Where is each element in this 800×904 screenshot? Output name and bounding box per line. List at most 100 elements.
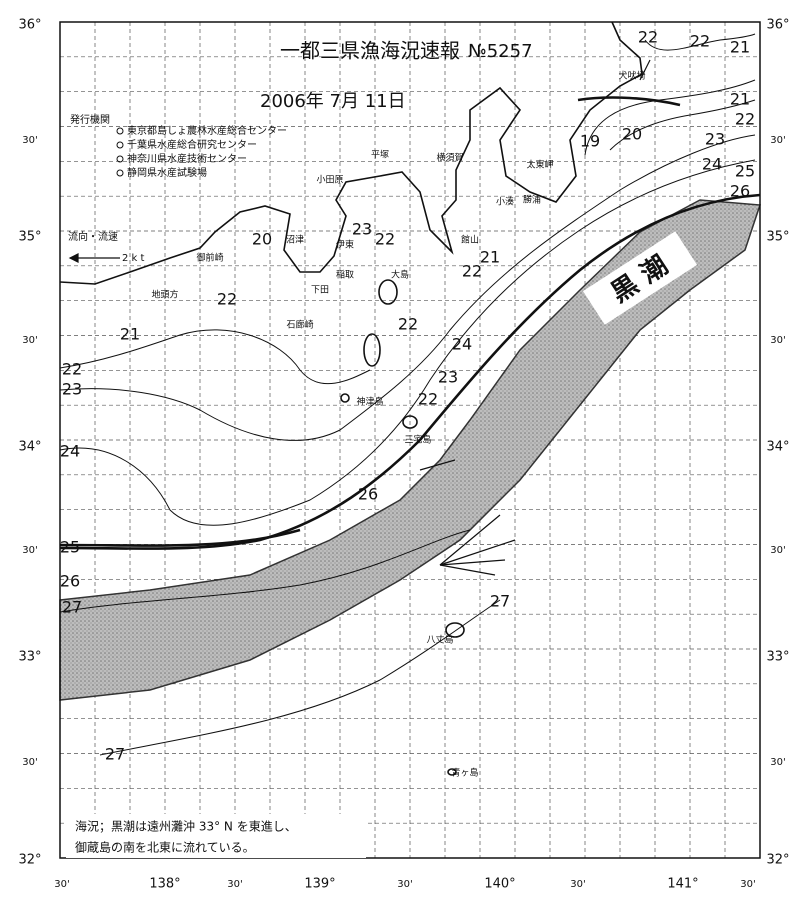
place-name: 犬吠埼 [618, 70, 645, 82]
org-name: 千葉県水産総合研究センター [127, 138, 257, 151]
contour-label: 22 [735, 110, 755, 129]
isotherm [609, 99, 756, 151]
contour-label: 22 [638, 28, 658, 47]
contour-label: 19 [580, 132, 600, 151]
lon-label: 141° [667, 877, 698, 892]
isotherm [59, 528, 301, 547]
isotherm [644, 33, 756, 51]
place-name: 勝浦 [523, 194, 541, 206]
contour-label: 24 [452, 335, 472, 354]
contour-label: 20 [622, 125, 642, 144]
place-name: 神津島 [356, 396, 383, 408]
lat-label: 30' [22, 335, 37, 346]
contour-label: 22 [398, 315, 418, 334]
publisher-heading: 発行機関 [70, 113, 110, 126]
lat-label: 34° [18, 440, 41, 455]
contour-label: 21 [480, 248, 500, 267]
current-arrows [68, 59, 651, 576]
legend-label: 流向・流速 [68, 230, 118, 243]
lon-label: 139° [304, 877, 335, 892]
contour-label: 22 [62, 360, 82, 379]
map-frame [59, 21, 761, 859]
contour-label: 27 [490, 592, 510, 611]
contour-label: 26 [60, 572, 80, 591]
title: 一都三県漁海況速報 [280, 39, 460, 63]
contour-label: 25 [735, 162, 755, 181]
contour-label: 23 [705, 130, 725, 149]
org-name: 東京都島しょ農林水産総合センター [127, 124, 287, 137]
isotherm [577, 96, 681, 107]
contour-label: 22 [217, 290, 237, 309]
isotherm [99, 599, 501, 756]
isotherm [59, 134, 756, 441]
contour-label: 21 [730, 38, 750, 57]
lat-label: 32° [766, 853, 789, 868]
contour-label: 23 [62, 380, 82, 399]
lat-label: 30' [770, 135, 785, 146]
lat-label: 34° [766, 440, 789, 455]
lon-label: 138° [149, 877, 180, 892]
island [447, 768, 457, 776]
contour-label: 23 [438, 368, 458, 387]
lat-label: 36° [18, 18, 41, 33]
place-name: 小湊 [496, 196, 514, 208]
place-name: 御前崎 [196, 252, 223, 264]
contour-label: 26 [358, 485, 378, 504]
lon-label: 30' [570, 879, 585, 890]
place-name: 館山 [461, 234, 479, 246]
lon-label: 30' [740, 879, 755, 890]
place-name: 八丈島 [426, 634, 453, 646]
lat-label: 30' [770, 757, 785, 768]
note-line: 海況；黒潮は遠州灘沖 33° N を東進し、 [75, 819, 297, 834]
org-bullet [116, 155, 124, 163]
lat-label: 36° [766, 18, 789, 33]
contour-label: 24 [702, 155, 722, 174]
legend-speed: 2 k t [122, 253, 145, 264]
place-name: 石廊崎 [286, 319, 313, 331]
place-name: 三宅島 [404, 434, 431, 446]
isotherm [59, 193, 761, 550]
lat-label: 30' [770, 335, 785, 346]
place-name: 青ヶ島 [451, 767, 478, 779]
contour-label: 22 [418, 390, 438, 409]
lat-label: 30' [770, 545, 785, 556]
lat-label: 30' [22, 545, 37, 556]
lon-label: 140° [484, 877, 515, 892]
place-name: 小田原 [316, 175, 343, 186]
issue-number: №5257 [468, 41, 533, 62]
org-name: 神奈川県水産技術センター [127, 152, 247, 165]
org-bullet [116, 141, 124, 149]
island [363, 333, 381, 367]
kuroshio-band [59, 199, 762, 701]
lat-label: 35° [766, 230, 789, 245]
coastline [59, 21, 643, 285]
place-name: 横須賀 [436, 152, 463, 164]
place-name: 地頭方 [151, 289, 178, 301]
note-line: 御蔵島の南を北東に流れている。 [75, 840, 255, 855]
island [445, 622, 465, 638]
isotherm [59, 329, 371, 385]
place-name: 平塚 [371, 150, 389, 161]
place-name: 下田 [311, 285, 329, 296]
lat-label: 35° [18, 230, 41, 245]
contour-label: 22 [462, 262, 482, 281]
place-name: 稲取 [336, 269, 354, 281]
org-name: 静岡県水産試験場 [127, 166, 207, 179]
contour-label: 21 [730, 90, 750, 109]
contour-label: 22 [375, 230, 395, 249]
contour-label: 24 [60, 442, 80, 461]
org-bullet [116, 169, 124, 177]
lon-label: 30' [54, 879, 69, 890]
contour-label: 21 [120, 325, 140, 344]
lat-label: 32° [18, 853, 41, 868]
place-name: 大島 [391, 269, 409, 281]
contour-label: 25 [60, 538, 80, 557]
graticule [59, 21, 761, 859]
place-name: 伊東 [336, 239, 354, 251]
contour-label: 27 [105, 745, 125, 764]
lat-label: 30' [22, 135, 37, 146]
lat-label: 33° [18, 650, 41, 665]
place-name: 太東岬 [526, 159, 553, 171]
